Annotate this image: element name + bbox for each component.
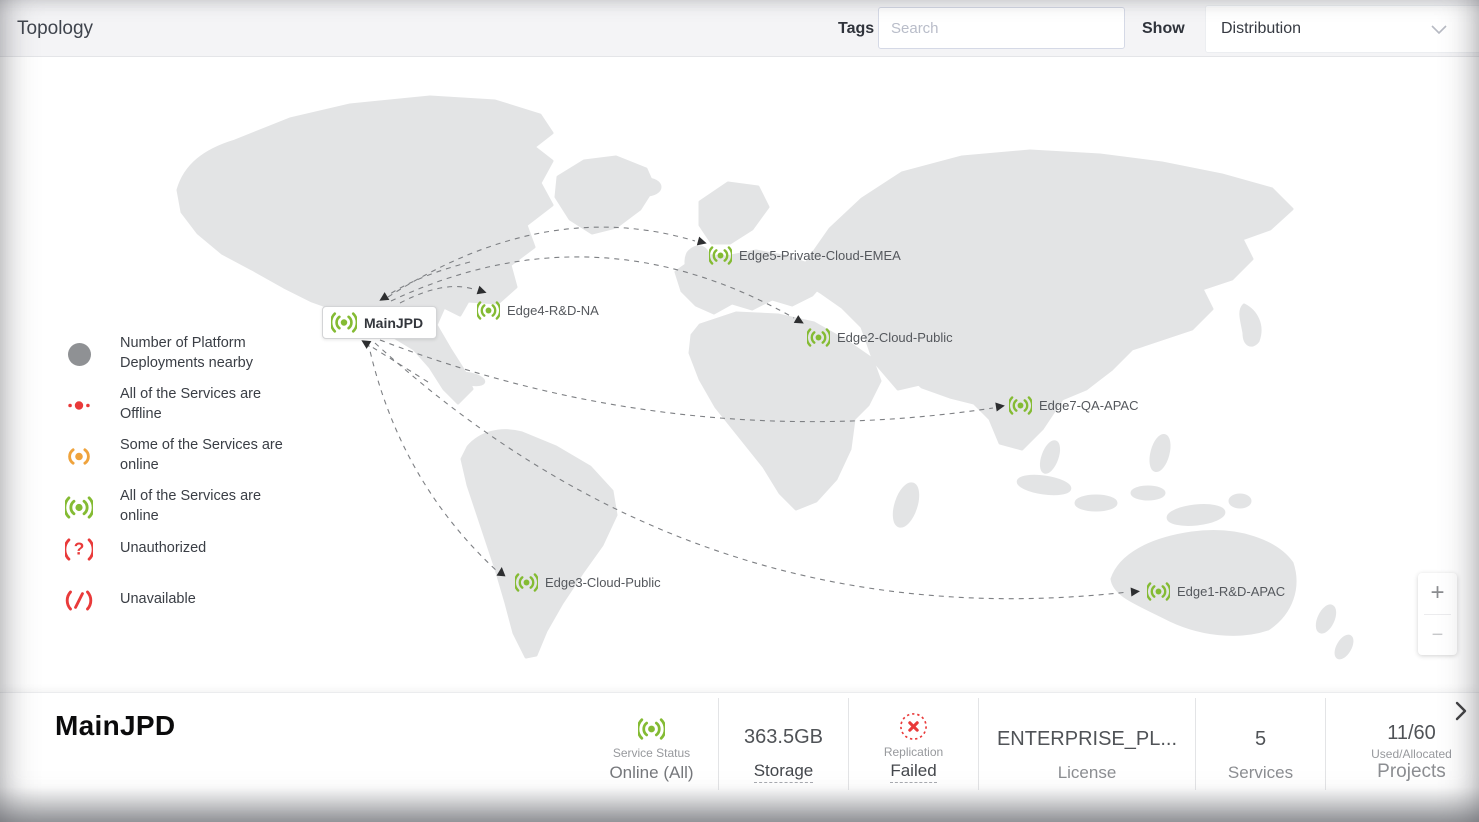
arrowhead-icon bbox=[361, 340, 372, 349]
stat-label: Replication bbox=[883, 745, 944, 759]
page-title: Topology bbox=[17, 17, 94, 39]
map-node-edge3[interactable]: Edge3-Cloud-Public bbox=[515, 571, 661, 593]
arrowhead-icon bbox=[476, 285, 487, 295]
map-node-edge7[interactable]: Edge7-QA-APAC bbox=[1009, 394, 1138, 416]
map-node-edge1[interactable]: Edge1-R&D-APAC bbox=[1147, 580, 1285, 602]
signal-online-icon bbox=[638, 718, 665, 740]
world-map bbox=[176, 95, 1354, 660]
signal-online-icon bbox=[477, 300, 500, 320]
legend-item: All of the Services are Offline bbox=[60, 385, 285, 425]
legend-label: Number of Platform Deployments nearby bbox=[120, 335, 253, 371]
legend-item: All of the Services are online bbox=[60, 487, 285, 527]
signal-online-icon bbox=[1009, 395, 1032, 415]
license-stat: ENTERPRISE_PL... License bbox=[978, 698, 1195, 790]
map-legend: Number of Platform Deployments nearby Al… bbox=[60, 334, 285, 611]
stat-value: ENTERPRISE_PL... bbox=[996, 728, 1178, 750]
topology-map: MainJPD Edge4-R&D-NA Edge5-Private-Cloud… bbox=[0, 57, 1479, 692]
node-label: Edge2-Cloud-Public bbox=[837, 329, 953, 345]
show-dropdown-value: Distribution bbox=[1221, 20, 1302, 37]
signal-online-icon bbox=[515, 572, 538, 592]
legend-item: Unauthorized bbox=[60, 537, 285, 561]
stat-value: Online (All) bbox=[609, 763, 694, 782]
chevron-down-icon bbox=[1431, 25, 1447, 35]
replication-failed-icon bbox=[900, 713, 927, 740]
services-offline-icon bbox=[68, 400, 90, 410]
show-dropdown[interactable]: Distribution bbox=[1205, 5, 1479, 53]
deployments-count-icon bbox=[67, 342, 91, 366]
tags-label: Tags bbox=[838, 19, 875, 37]
divider bbox=[1424, 613, 1451, 615]
connection-lines bbox=[361, 226, 1140, 600]
arrowhead-icon bbox=[793, 315, 804, 324]
node-label: Edge5-Private-Cloud-EMEA bbox=[739, 247, 901, 263]
storage-stat: 363.5GB Storage bbox=[718, 698, 848, 790]
node-label: Edge4-R&D-NA bbox=[507, 302, 599, 318]
arrowhead-icon bbox=[496, 567, 506, 577]
services-stat: 5 Services bbox=[1195, 698, 1325, 790]
arrowhead-icon bbox=[995, 402, 1005, 412]
arrowhead-icon bbox=[696, 236, 707, 246]
arrowhead-icon bbox=[1130, 587, 1140, 597]
legend-item: Number of Platform Deployments nearby bbox=[60, 334, 285, 374]
signal-online-icon bbox=[709, 245, 732, 265]
stat-label[interactable]: Storage bbox=[753, 761, 814, 783]
legend-label: Some of the Services are online bbox=[120, 437, 283, 473]
stat-label: Services bbox=[1227, 763, 1294, 782]
stat-label: Projects bbox=[1377, 761, 1446, 782]
legend-label: Unavailable bbox=[120, 591, 196, 608]
map-node-edge4[interactable]: Edge4-R&D-NA bbox=[477, 299, 599, 321]
stats-row: Service Status Online (All) 363.5GB Stor… bbox=[585, 698, 1479, 790]
legend-item: Unavailable bbox=[60, 589, 285, 611]
stat-value: 363.5GB bbox=[744, 726, 823, 748]
stat-label: License bbox=[1057, 763, 1117, 782]
stat-label: Service Status bbox=[612, 746, 691, 760]
services-partial-icon bbox=[68, 447, 90, 465]
legend-item: Some of the Services are online bbox=[60, 436, 285, 476]
stat-value: 5 bbox=[1254, 728, 1267, 750]
map-node-edge2[interactable]: Edge2-Cloud-Public bbox=[807, 326, 953, 348]
panel-title: MainJPD bbox=[55, 710, 176, 741]
map-node-mainjpd[interactable]: MainJPD bbox=[322, 306, 438, 339]
node-label: MainJPD bbox=[364, 314, 424, 331]
zoom-in-button[interactable]: + bbox=[1418, 573, 1457, 614]
signal-online-icon bbox=[331, 312, 357, 333]
tags-search-input[interactable] bbox=[878, 7, 1125, 49]
node-label: Edge1-R&D-APAC bbox=[1177, 583, 1286, 599]
arrowhead-icon bbox=[379, 292, 390, 301]
map-node-edge5[interactable]: Edge5-Private-Cloud-EMEA bbox=[709, 244, 901, 266]
zoom-out-button[interactable]: − bbox=[1418, 615, 1457, 656]
signal-online-icon bbox=[807, 327, 830, 347]
stat-value[interactable]: Failed bbox=[890, 761, 937, 783]
header-bar: Topology Tags Show Distribution bbox=[0, 0, 1479, 57]
node-label: Edge7-QA-APAC bbox=[1039, 397, 1139, 413]
signal-online-icon bbox=[1147, 581, 1170, 601]
projects-stat: 11/60 Used/Allocated Projects bbox=[1325, 698, 1479, 790]
map-zoom-controls: + − bbox=[1418, 573, 1457, 655]
replication-stat: Replication Failed bbox=[848, 698, 978, 790]
service-status-stat: Service Status Online (All) bbox=[585, 698, 718, 790]
stat-sub-label: Used/Allocated bbox=[1371, 747, 1452, 761]
legend-label: All of the Services are online bbox=[120, 488, 262, 524]
unavailable-icon bbox=[65, 590, 93, 610]
selected-node-panel: MainJPD Service Status Online (All) 363.… bbox=[0, 692, 1479, 822]
services-online-icon bbox=[65, 495, 93, 519]
chevron-right-icon[interactable] bbox=[1455, 701, 1467, 724]
legend-label: All of the Services are Offline bbox=[120, 386, 262, 422]
node-label: Edge3-Cloud-Public bbox=[545, 574, 661, 590]
continents bbox=[176, 95, 1354, 660]
unauthorized-icon bbox=[65, 537, 93, 561]
stat-value: 11/60 bbox=[1387, 722, 1436, 744]
legend-label: Unauthorized bbox=[120, 540, 207, 557]
show-label: Show bbox=[1142, 19, 1185, 37]
